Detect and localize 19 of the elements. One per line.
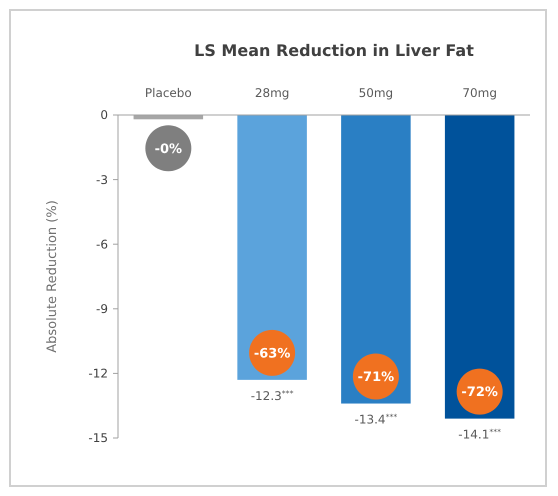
data-label: -14.1$^{***}$	[458, 427, 502, 442]
x-tick-label: Placebo	[144, 86, 192, 100]
y-tick-label: 0	[100, 108, 108, 122]
annotation: -0%	[154, 142, 182, 157]
x-tick-label: 28mg	[254, 86, 290, 100]
x-tick-label: 70mg	[462, 86, 497, 100]
annotation: -72%	[461, 385, 498, 400]
y-tick-label: -9	[96, 302, 108, 316]
data-label: -12.3$^{***}$	[250, 388, 294, 403]
y-tick-label: -12	[88, 366, 108, 381]
y-tick-label: -15	[88, 431, 108, 446]
y-tick-label: -6	[96, 237, 108, 252]
y-tick-label: -3	[96, 172, 108, 187]
x-tick-label: 50mg	[358, 86, 394, 100]
chart-title: LS Mean Reduction in Liver Fat	[194, 41, 474, 60]
annotation: -71%	[358, 370, 394, 386]
annotation: -63%	[254, 346, 290, 362]
y-axis-title: Absolute Reduction (%)	[45, 200, 60, 353]
data-label: -13.4$^{***}$	[354, 412, 398, 427]
